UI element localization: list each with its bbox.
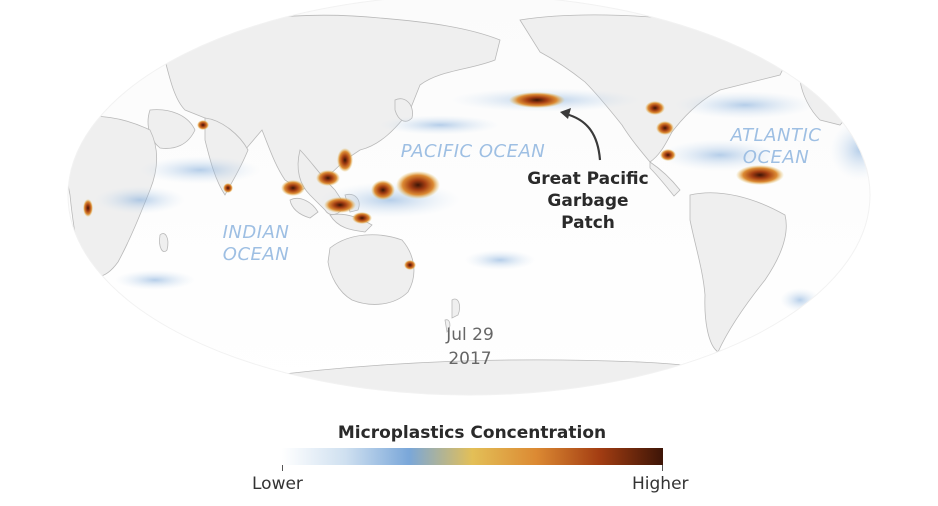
atlantic-ocean-label-line1: ATLANTIC [730,125,822,146]
indian-ocean-label-line2: OCEAN [222,244,290,265]
atlantic-ocean-label-line2: OCEAN [742,147,810,168]
atlantic-ocean-label: ATLANTIC OCEAN [720,125,832,169]
garbage-patch-label-line3: Patch [561,213,615,233]
globe-outline [67,0,871,396]
central-america [649,161,681,197]
garbage-patch-arrow [565,112,602,161]
madagascar [159,233,169,252]
south-america [689,192,787,353]
garbage-patch-label-line2: Garbage [547,191,629,211]
garbage-patch-label: Great Pacific Garbage Patch [518,168,658,234]
legend-title: Microplastics Concentration [337,423,607,443]
indian-ocean-label: INDIAN OCEAN [206,222,306,266]
date-stamp: Jul 29 2017 [420,323,520,371]
legend-tick-high [662,465,663,471]
date-line1: Jul 29 [446,325,494,345]
legend-tick-low [282,465,283,471]
garbage-patch-hotspot [509,92,565,108]
arrow-head [560,108,571,119]
australia [327,234,415,305]
world-map [67,0,871,396]
garbage-patch-label-line1: Great Pacific [527,169,649,189]
date-line2: 2017 [448,349,492,369]
legend-high-label: Higher [632,474,689,494]
legend-color-bar [282,448,663,465]
greenland [739,9,813,46]
pacific-ocean-label: PACIFIC OCEAN [400,141,546,162]
legend-low-label: Lower [252,474,303,494]
indian-ocean-label-line1: INDIAN [222,222,290,243]
new-zealand [444,298,460,333]
